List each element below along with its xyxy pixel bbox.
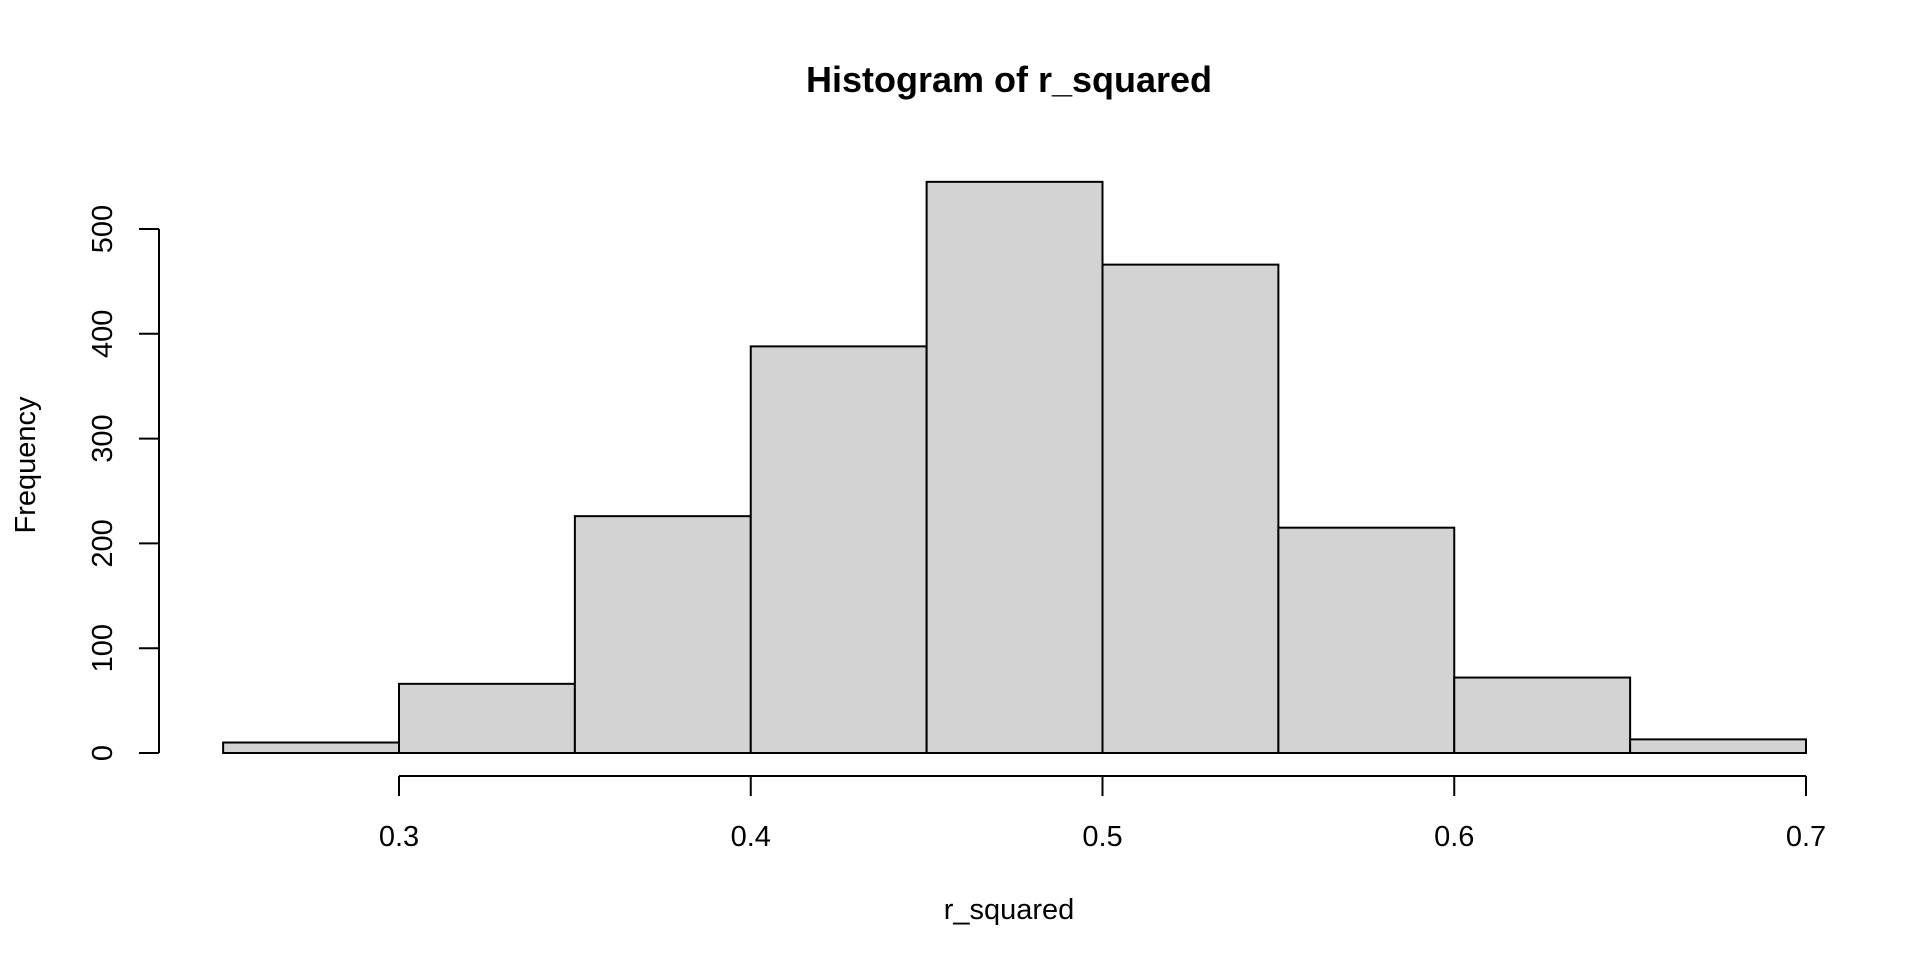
- histogram-bar-9: [1629, 738, 1807, 754]
- y-axis: 0 100 200 300 400 500: [87, 205, 160, 761]
- x-axis: 0.3 0.4 0.5 0.6 0.7: [379, 775, 1826, 853]
- y-axis-label: Frequency: [10, 396, 42, 534]
- x-tick-label: 0.3: [379, 821, 419, 853]
- x-axis-label: r_squared: [944, 894, 1075, 926]
- histogram-bar-2: [398, 682, 576, 754]
- x-tick-label: 0.6: [1434, 821, 1474, 853]
- histogram-bar-1: [222, 741, 400, 755]
- x-tick-label: 0.5: [1082, 821, 1122, 853]
- x-tick-label: 0.4: [731, 821, 771, 853]
- histogram-bar-8: [1453, 676, 1632, 755]
- histogram-bar-4: [749, 345, 928, 754]
- histogram-bar-3: [573, 515, 752, 754]
- y-tick-label: 100: [87, 624, 119, 672]
- histogram-bar-7: [1277, 526, 1456, 754]
- x-tick-label: 0.7: [1786, 821, 1826, 853]
- y-tick-label: 0: [87, 745, 119, 761]
- y-tick-label: 500: [87, 205, 119, 253]
- y-tick-label: 300: [87, 414, 119, 462]
- histogram-bars: [222, 180, 1807, 755]
- histogram-bar-6: [1101, 263, 1280, 754]
- y-tick-label: 200: [87, 519, 119, 567]
- histogram-bar-5: [925, 180, 1104, 754]
- chart-title: Histogram of r_squared: [806, 59, 1212, 100]
- y-tick-label: 400: [87, 310, 119, 358]
